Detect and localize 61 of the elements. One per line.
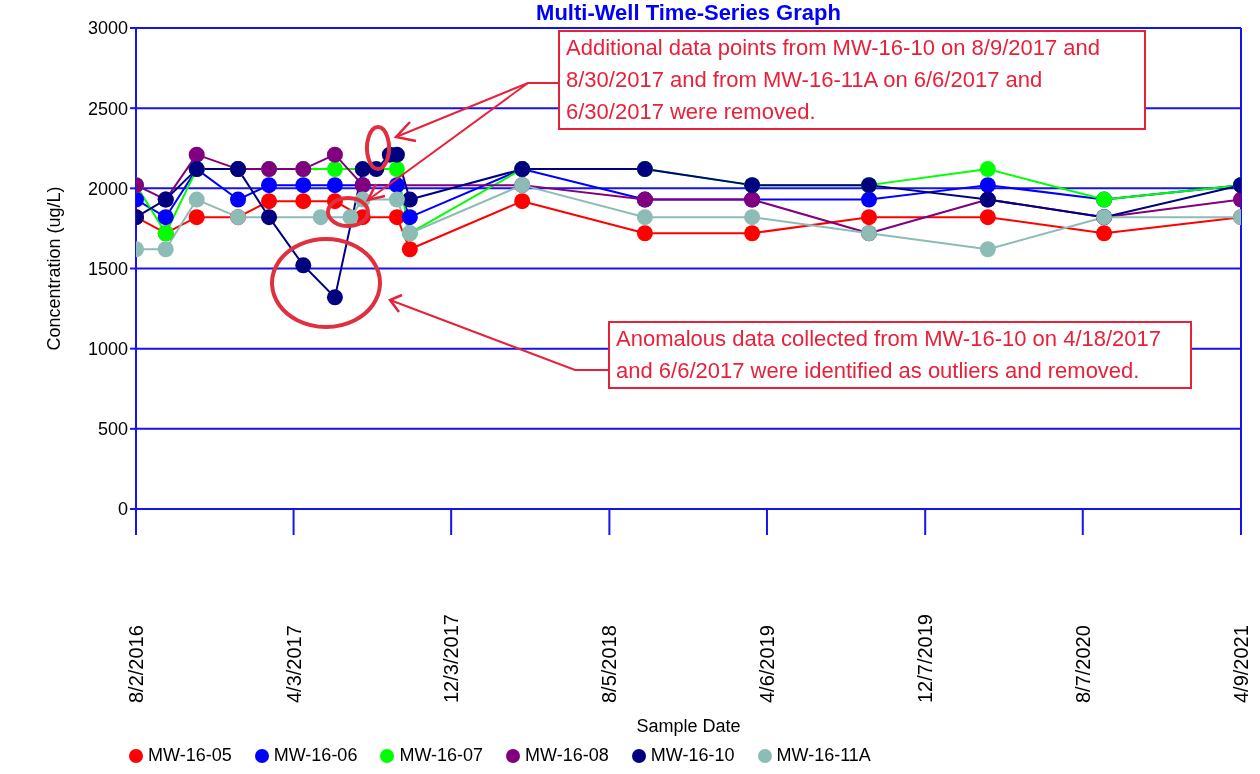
point [188, 209, 205, 226]
point [354, 161, 371, 178]
point [388, 191, 405, 208]
x-tick-label: 4/3/2017 [282, 625, 305, 703]
legend-label: MW-16-08 [525, 745, 609, 766]
x-axis-title: Sample Date [636, 716, 741, 736]
y-tick-label: 2500 [87, 98, 128, 119]
point [326, 146, 343, 163]
point [261, 193, 278, 210]
y-axis-title: Concentration (ug/L) [44, 186, 65, 351]
point [326, 161, 343, 178]
legend-label: MW-16-07 [399, 745, 484, 766]
point [979, 241, 996, 258]
point [401, 209, 418, 226]
legend-label: MW-16-11A [776, 745, 871, 766]
point [861, 209, 878, 226]
y-tick-label: 3000 [87, 18, 128, 39]
annotation: Additional data points from MW-16-10 on 8/9/2017 and 8/30/2017 and from MW-16-11A on 6/6/2017 and 6/30/2017 were removed. [558, 30, 1146, 130]
y-tick-label: 1500 [87, 258, 128, 279]
x-tick-label: 8/2/2016 [125, 625, 147, 703]
point [157, 241, 174, 258]
point [979, 209, 996, 226]
x-tick-label: 12/7/2019 [914, 614, 937, 703]
point [744, 225, 761, 242]
point [1096, 225, 1113, 242]
point [636, 225, 653, 242]
point [295, 257, 312, 274]
y-tick-label: 1000 [87, 339, 128, 360]
point [188, 146, 205, 163]
legend-label: MW-16-05 [148, 745, 232, 766]
chart-title: Multi-Well Time-Series Graph [535, 0, 842, 26]
point [861, 191, 878, 208]
point [388, 209, 405, 226]
point [744, 209, 761, 226]
legend-label: MW-16-10 [650, 745, 735, 766]
x-tick-label: 4/9/2021 [1230, 625, 1252, 703]
point [157, 209, 174, 226]
legend-label: MW-16-06 [273, 745, 358, 766]
annotation: Anomalous data collected from MW-16-10 on 4/18/2017 and 6/6/2017 were identified as outliers and removed. [608, 321, 1192, 389]
x-tick-label: 4/6/2019 [755, 625, 778, 703]
point [188, 191, 205, 208]
point [514, 193, 531, 210]
point [326, 289, 343, 306]
point [979, 177, 996, 194]
point [312, 209, 329, 226]
point [295, 193, 312, 210]
point [230, 191, 247, 208]
point [295, 177, 312, 194]
y-tick-label: 2000 [87, 178, 128, 199]
y-tick-label: 0 [117, 499, 128, 520]
point [261, 177, 278, 194]
point [326, 177, 343, 194]
point [261, 209, 278, 226]
point [401, 241, 418, 258]
x-tick-label: 8/7/2020 [1071, 625, 1094, 703]
y-tick-label: 500 [97, 419, 128, 440]
point [388, 161, 405, 178]
point [636, 209, 653, 226]
x-tick-label: 8/5/2018 [598, 625, 621, 703]
point [979, 161, 996, 178]
x-tick-label: 12/3/2017 [440, 614, 463, 703]
